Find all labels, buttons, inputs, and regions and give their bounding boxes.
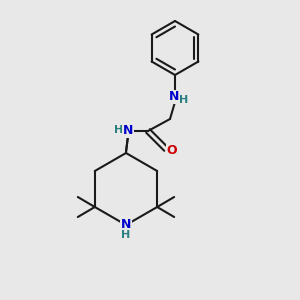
Text: N: N xyxy=(123,124,133,137)
Text: H: H xyxy=(122,230,130,240)
Text: H: H xyxy=(179,95,189,105)
Text: N: N xyxy=(121,218,131,232)
Text: O: O xyxy=(167,143,177,157)
Text: N: N xyxy=(169,91,179,103)
Text: H: H xyxy=(114,125,124,135)
